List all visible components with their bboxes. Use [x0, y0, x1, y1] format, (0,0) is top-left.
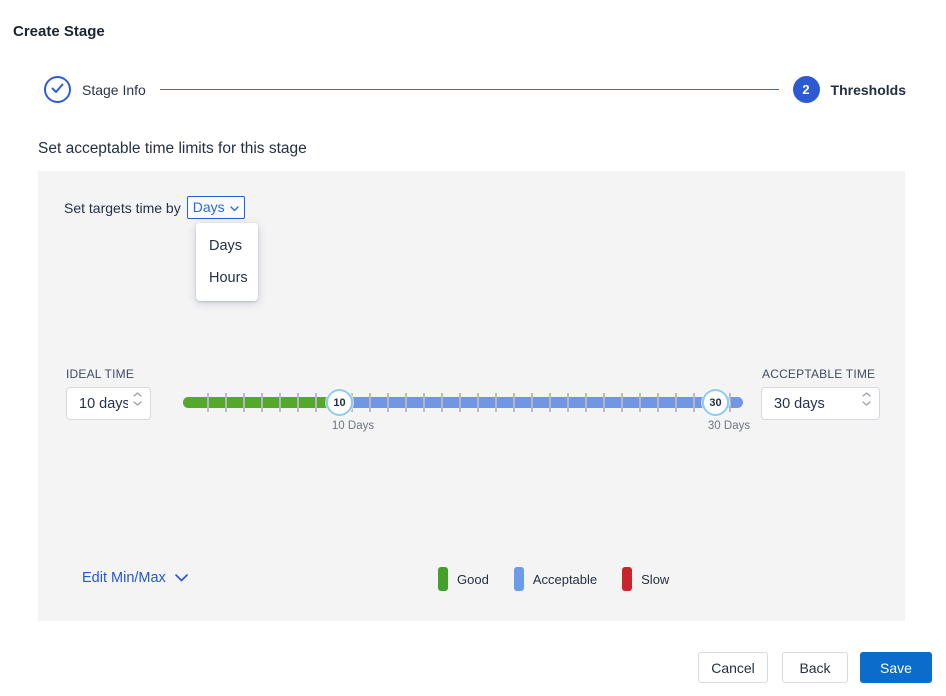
stepper: Stage Info 2 Thresholds	[44, 76, 906, 103]
legend-item: Good	[438, 567, 489, 591]
legend: Good Acceptable Slow	[438, 567, 669, 591]
dropdown-menu: Days Hours	[196, 223, 258, 301]
slider-upper-caption: 30 Days	[707, 420, 751, 432]
ideal-time-label: IDEAL TIME	[66, 367, 135, 381]
step-stage-info-circle[interactable]	[44, 76, 71, 103]
ideal-time-input[interactable]	[79, 388, 128, 419]
slider-upper-handle-value: 30	[709, 396, 722, 409]
chevron-down-icon	[133, 401, 142, 406]
step-thresholds-label: Thresholds	[830, 81, 906, 98]
target-time-label: Set targets time by	[64, 199, 181, 216]
chevron-down-icon	[175, 570, 188, 586]
step-number: 2	[802, 82, 810, 97]
edit-minmax-label: Edit Min/Max	[82, 570, 166, 586]
slider-lower-caption: 10 Days	[331, 420, 375, 432]
acceptable-time-stepper	[761, 387, 880, 420]
section-heading: Set acceptable time limits for this stag…	[38, 140, 307, 157]
target-time-dropdown-value: Days	[192, 199, 225, 215]
slow-swatch	[622, 567, 633, 591]
good-swatch	[438, 567, 448, 591]
save-button[interactable]: Save	[860, 652, 932, 683]
page-title: Create Stage	[13, 23, 105, 40]
slider-upper-handle[interactable]: 30	[702, 389, 729, 416]
edit-minmax-link[interactable]: Edit Min/Max	[82, 570, 188, 586]
legend-item: Slow	[622, 567, 669, 591]
chevron-down-icon	[229, 199, 239, 215]
slider-tick-marks	[191, 393, 735, 412]
acceptable-time-spin-buttons[interactable]	[862, 392, 871, 406]
acceptable-time-input[interactable]	[774, 388, 857, 419]
slider-lower-handle-value: 10	[333, 396, 346, 409]
step-thresholds-circle[interactable]: 2	[792, 76, 820, 103]
chevron-up-icon	[133, 392, 142, 397]
dropdown-option-hours[interactable]: Hours	[209, 270, 248, 286]
dropdown-option-days[interactable]: Days	[209, 238, 243, 254]
slider-lower-handle[interactable]: 10	[326, 389, 353, 416]
chevron-up-icon	[862, 392, 871, 397]
cancel-button[interactable]: Cancel	[698, 652, 768, 683]
legend-label: Slow	[641, 571, 670, 587]
step-stage-info-label: Stage Info	[82, 81, 146, 98]
back-button[interactable]: Back	[782, 652, 848, 683]
time-range-slider-track[interactable]	[183, 393, 743, 412]
stepper-connector-line	[159, 89, 779, 90]
legend-label: Good	[457, 571, 489, 587]
thresholds-panel: Set targets time by Days Days Hours IDEAL…	[38, 171, 905, 621]
ideal-time-stepper	[66, 387, 151, 420]
target-time-dropdown[interactable]: Days	[186, 196, 245, 219]
target-time-row: Set targets time by Days	[64, 196, 245, 219]
chevron-down-icon	[862, 401, 871, 406]
acceptable-swatch	[513, 567, 524, 591]
check-icon	[51, 81, 64, 99]
legend-item: Acceptable	[513, 567, 598, 591]
legend-label: Acceptable	[532, 571, 598, 587]
acceptable-time-label: ACCEPTABLE TIME	[762, 367, 876, 381]
ideal-time-spin-buttons[interactable]	[133, 392, 142, 406]
